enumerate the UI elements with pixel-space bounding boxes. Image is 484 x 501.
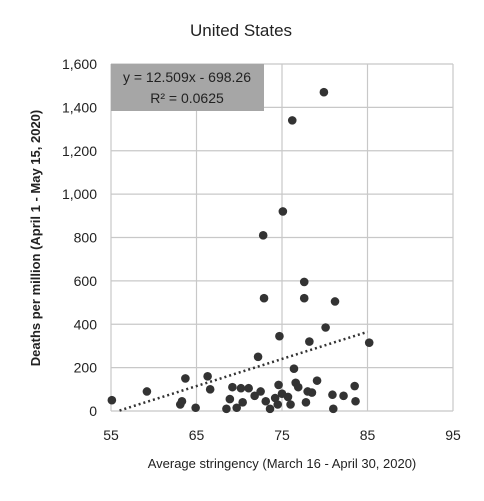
- data-point: [364, 338, 374, 347]
- y-tick-label: 400: [74, 316, 98, 332]
- trendline-equation: y = 12.509x - 698.26: [123, 69, 251, 85]
- data-point: [274, 380, 283, 390]
- data-point: [330, 297, 340, 306]
- data-point: [299, 277, 309, 287]
- data-point: [278, 207, 288, 216]
- y-tick-label: 600: [74, 273, 98, 289]
- data-point: [275, 331, 284, 341]
- y-tick-label: 200: [74, 360, 98, 376]
- data-point: [305, 337, 314, 346]
- data-point: [293, 382, 303, 392]
- y-axis-label: Deaths per million (April 1 - May 15, 20…: [28, 110, 43, 366]
- equation-box-background: [111, 64, 264, 111]
- data-point: [287, 116, 297, 125]
- data-point: [351, 396, 360, 406]
- y-tick-label: 1,000: [62, 186, 97, 202]
- data-point: [312, 376, 322, 385]
- data-point: [328, 390, 337, 400]
- data-point: [350, 381, 359, 391]
- data-point: [321, 323, 330, 332]
- y-tick-label: 0: [89, 403, 97, 419]
- data-point: [225, 394, 235, 404]
- x-tick-label: 95: [445, 427, 461, 443]
- y-tick-label: 1,400: [62, 99, 97, 115]
- x-axis-tick-labels: 55 65 75 85 95: [103, 427, 461, 443]
- data-point: [259, 293, 269, 303]
- y-tick-label: 1,200: [62, 143, 97, 159]
- y-axis-tick-labels: 0 200 400 600 800 1,000 1,200 1,400 1,600: [62, 56, 97, 419]
- x-tick-label: 55: [103, 427, 119, 443]
- data-point: [238, 398, 247, 407]
- data-point: [286, 400, 295, 409]
- data-point: [319, 87, 329, 97]
- data-point: [177, 396, 187, 406]
- data-point: [283, 392, 293, 402]
- data-point: [244, 383, 253, 393]
- data-point: [301, 398, 311, 407]
- data-point: [265, 404, 275, 414]
- data-point: [236, 383, 246, 393]
- data-point: [203, 372, 212, 381]
- data-point: [181, 374, 190, 383]
- data-point: [256, 387, 265, 396]
- data-point: [261, 396, 271, 406]
- trendline-group: [119, 330, 368, 412]
- data-point: [289, 364, 299, 374]
- y-tick-label: 1,600: [62, 56, 97, 72]
- data-point: [107, 395, 117, 405]
- chart-title: United States: [190, 21, 292, 40]
- data-point: [270, 393, 280, 403]
- data-point: [253, 352, 263, 362]
- data-point: [273, 400, 283, 409]
- data-point: [142, 387, 152, 396]
- y-tick-label: 800: [74, 230, 98, 246]
- data-points: [107, 87, 374, 414]
- trendline-r-squared: R² = 0.0625: [150, 90, 224, 106]
- data-point: [191, 403, 200, 413]
- x-tick-label: 75: [274, 427, 290, 443]
- data-point: [232, 403, 241, 413]
- data-point: [329, 404, 338, 414]
- data-point: [250, 391, 259, 401]
- gridlines: [110, 63, 454, 412]
- trendline-equation-box: y = 12.509x - 698.26 R² = 0.0625: [111, 64, 264, 111]
- data-point: [258, 231, 268, 240]
- data-point: [307, 388, 317, 397]
- trendline: [119, 330, 368, 412]
- x-tick-label: 65: [189, 427, 205, 443]
- x-axis-label: Average stringency (March 16 - April 30,…: [148, 456, 417, 471]
- x-tick-label: 85: [360, 427, 376, 443]
- data-point: [228, 382, 237, 392]
- data-point: [339, 391, 348, 401]
- data-point: [222, 404, 231, 414]
- data-point: [299, 293, 309, 303]
- data-point: [205, 385, 215, 394]
